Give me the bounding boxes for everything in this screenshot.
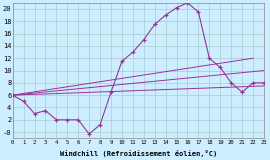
X-axis label: Windchill (Refroidissement éolien,°C): Windchill (Refroidissement éolien,°C) [60,150,217,157]
